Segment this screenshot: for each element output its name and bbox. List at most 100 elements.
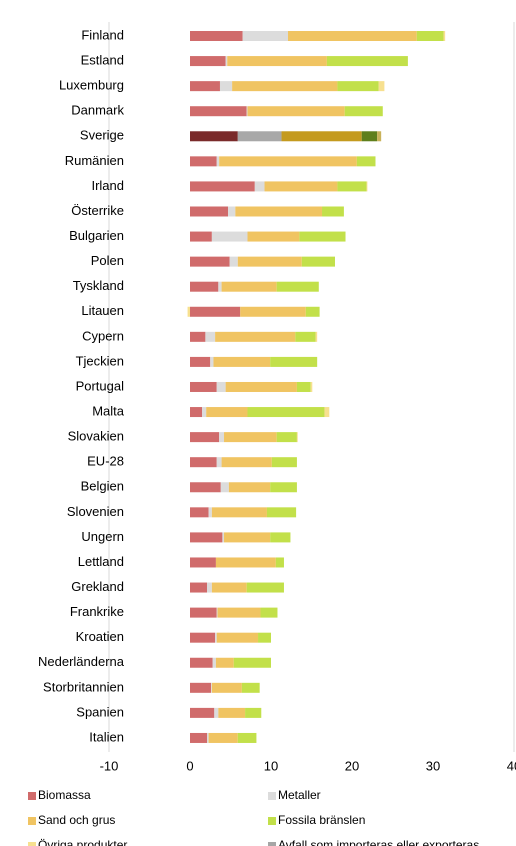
x-tick-label: -10 [100,758,119,773]
bar-segment [324,407,330,418]
y-tick-label: Frankrike [70,604,124,619]
bar-segment [241,682,260,693]
bar-segment [301,256,335,267]
bar-segment [416,31,444,41]
bar-segment [229,256,238,267]
bar-segment [190,56,226,67]
y-tick-label: Sverige [80,128,124,143]
bar-segment [211,582,247,593]
bar-segment [190,131,238,142]
bar-segment [258,632,271,643]
bar-segment [211,682,212,693]
bar-segment [219,432,225,443]
bar-segment [190,532,223,543]
y-tick-label: Italien [89,729,124,744]
legend-swatch [268,842,276,846]
bar-segment [190,582,208,593]
y-tick-label: Luxemburg [59,78,124,93]
y-tick-label: Grekland [71,579,124,594]
legend-label: Övriga produkter [38,838,127,846]
bar-segment [190,707,215,718]
bar-segment [326,56,408,67]
bar-segment [264,181,338,192]
bar-segment [361,131,378,142]
bar-segment [215,557,276,568]
bar-segment [218,707,246,718]
y-tick-label: Storbritannien [43,679,124,694]
bar-segment [190,381,217,392]
y-tick-label: Rumänien [65,153,124,168]
bar-segment [205,331,216,342]
bar-segment [190,281,219,292]
bar-segment [190,306,241,317]
legend-swatch [28,842,36,846]
bar-segment [310,381,313,392]
bar-segment [270,356,318,367]
y-tick-label: Malta [92,403,125,418]
bar-segment [296,432,298,443]
bar-segment [202,407,207,418]
bar-segment [271,457,297,468]
bar-segment [190,607,217,618]
bar-segment [377,131,382,142]
bar-segment [190,407,203,418]
y-tick-label: Österrike [71,203,124,218]
legend-label: Metaller [278,788,321,802]
bar-segment [190,732,208,743]
bar-segment [190,256,230,267]
bar-segment [247,407,325,418]
y-tick-label: EU-28 [87,454,124,469]
bar-segment [260,607,278,618]
bar-segment [213,356,271,367]
bar-segment [337,181,367,192]
bar-segment [315,331,318,342]
bar-segment [190,81,220,92]
bar-segment [219,156,357,167]
bar-segment [208,732,238,743]
bar-segment [216,156,220,167]
bar-segment [237,256,302,267]
y-tick-label: Belgien [81,479,124,494]
bar-segment [214,707,219,718]
y-tick-label: Danmark [71,103,124,118]
bar-segment [190,507,209,518]
y-tick-label: Nederländerna [38,654,125,669]
bar-segment [190,181,255,192]
bar-segment [190,457,217,468]
y-tick-label: Estland [81,53,124,68]
bar-segment [190,657,213,668]
x-tick-label: 0 [186,758,193,773]
bar-segment [221,281,277,292]
bar-segment [233,657,271,668]
y-tick-label: Tjeckien [76,353,124,368]
bar-segment [246,106,248,117]
legend-swatch [28,792,36,800]
legend-swatch [268,817,276,825]
y-tick-label: Finland [81,27,124,42]
legend-label: Fossila bränslen [278,813,365,827]
bar-segment [190,331,206,342]
bar-segment [215,632,217,643]
bar-segment [190,31,243,41]
bar-segment [295,331,316,342]
bar-segment [266,507,297,518]
bar-segment [212,657,216,668]
bar-segment [221,457,272,468]
bar-segment [270,482,297,493]
bar-segment [337,81,379,92]
bar-segment [228,482,271,493]
bar-segment [225,56,228,67]
bar-segment [208,507,212,518]
bar-segment [276,281,319,292]
bar-segment [211,507,267,518]
bar-segment [215,331,296,342]
legend-swatch [268,792,276,800]
y-tick-label: Litauen [81,303,124,318]
bar-segment [190,106,247,117]
bar-segment [247,106,345,117]
bar-segment [206,407,248,418]
bar-segment [242,31,289,41]
bar-segment [305,306,320,317]
y-tick-label: Ungern [81,529,124,544]
